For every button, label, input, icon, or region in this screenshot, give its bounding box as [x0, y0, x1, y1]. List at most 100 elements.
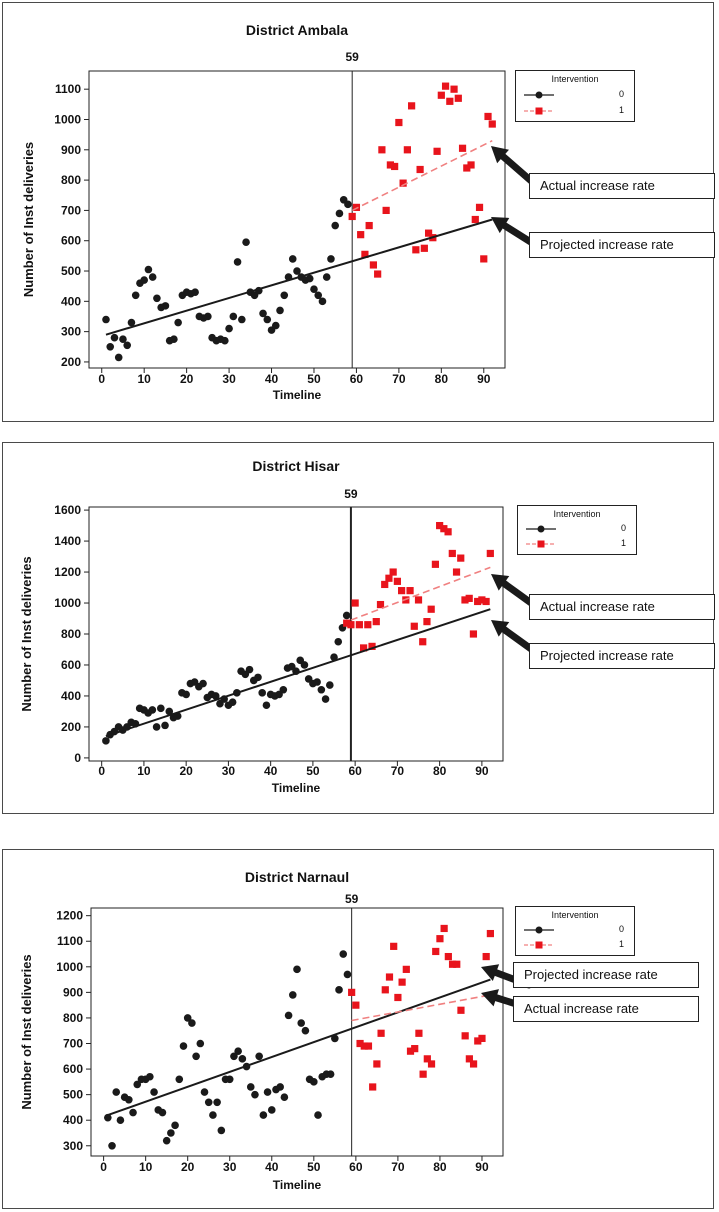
data-point-series-1: [389, 568, 397, 576]
data-point-series-0: [167, 1129, 175, 1137]
data-point-series-1: [461, 596, 469, 604]
x-tick-label: 0: [98, 764, 105, 778]
intervention-label: 59: [346, 50, 360, 64]
data-point-series-0: [331, 1034, 339, 1043]
x-tick-label: 20: [181, 1160, 195, 1174]
data-point-series-0: [255, 1052, 263, 1061]
projected-trend-line: [350, 566, 491, 621]
data-point-series-1: [478, 596, 486, 604]
data-point-series-1: [391, 162, 399, 171]
data-point-series-0: [245, 665, 254, 674]
chart-svg-narnaul: District Narnaul300400500600700800900100…: [19, 869, 533, 1192]
y-tick-label: 1600: [54, 503, 81, 517]
data-point-series-1: [408, 102, 416, 110]
data-point-series-1: [420, 244, 428, 252]
data-point-series-1: [402, 965, 410, 973]
y-tick-label: 200: [61, 355, 81, 369]
y-tick-label: 1100: [55, 82, 81, 96]
data-point-series-1: [352, 1001, 360, 1009]
x-tick-label: 40: [265, 372, 279, 386]
data-point-series-1: [431, 560, 440, 568]
y-tick-label: 900: [61, 143, 81, 157]
fit-trend-line: [105, 608, 491, 738]
data-point-series-1: [348, 988, 356, 996]
fit-trend-line: [107, 978, 491, 1117]
data-point-series-1: [382, 206, 390, 215]
data-point-series-1: [482, 597, 490, 606]
data-point-series-0: [173, 712, 182, 720]
data-point-series-1: [436, 935, 444, 943]
plot-area: [88, 70, 506, 369]
data-point-series-0: [305, 274, 314, 283]
data-point-series-0: [161, 302, 170, 310]
x-tick-label: 50: [307, 1160, 321, 1174]
data-point-series-0: [200, 1088, 209, 1096]
data-point-series-1: [381, 580, 389, 589]
data-point-series-1: [368, 642, 376, 650]
data-point-series-0: [148, 706, 157, 714]
callout-actual-rate: Actual increase rate: [529, 173, 715, 199]
data-point-series-0: [174, 318, 182, 327]
data-point-series-1: [484, 112, 492, 121]
data-point-series-1: [374, 270, 382, 278]
data-point-series-0: [123, 341, 132, 350]
legend-hisar: Intervention 0 1: [517, 505, 637, 555]
callout-projected-rate: Projected increase rate: [513, 962, 699, 988]
data-point-series-1: [410, 622, 418, 630]
legend-label-0: 0: [620, 523, 626, 533]
callout-arrow-head: [481, 989, 499, 1007]
data-point-series-1: [474, 597, 482, 606]
plot-area: [88, 506, 504, 762]
data-point-series-0: [326, 1070, 335, 1078]
data-point-series-0: [131, 291, 140, 300]
chart-panel-hisar: District Hisar 0 200 400 600 800 1000 1200 1400 1…: [2, 442, 715, 814]
y-tick-label: 700: [63, 1037, 83, 1051]
data-point-series-0: [335, 986, 343, 994]
data-point-series-0: [225, 324, 233, 333]
data-point-series-1: [424, 229, 433, 237]
data-point-series-1: [365, 221, 373, 230]
x-axis-label: Timeline: [272, 781, 321, 795]
legend-marker-circle: [524, 91, 554, 99]
data-point-series-1: [361, 250, 369, 258]
data-point-series-0: [106, 342, 115, 351]
data-point-series-0: [230, 1052, 238, 1061]
data-point-series-0: [330, 653, 338, 662]
callout-actual-rate: Actual increase rate: [529, 594, 715, 620]
data-point-series-0: [108, 1141, 116, 1150]
data-point-series-0: [234, 1047, 242, 1055]
legend-marker-circle: [526, 525, 556, 533]
data-point-series-0: [300, 661, 309, 669]
data-point-series-0: [153, 294, 161, 303]
data-point-series-0: [263, 315, 272, 324]
legend-narnaul: Intervention 0 1: [515, 906, 635, 956]
data-point-series-0: [102, 315, 110, 324]
data-point-series-0: [288, 991, 297, 999]
data-point-series-1: [364, 1042, 373, 1050]
data-point-series-0: [310, 285, 318, 294]
data-point-series-0: [279, 685, 288, 694]
y-tick-label: 800: [61, 173, 81, 187]
projected-trend-line: [351, 139, 493, 212]
data-point-series-0: [280, 291, 289, 300]
data-point-series-1: [463, 164, 471, 172]
data-point-series-0: [209, 1111, 217, 1119]
data-point-series-0: [144, 265, 153, 274]
x-tick-label: 80: [433, 1160, 447, 1174]
legend-marker-square: [524, 107, 554, 115]
data-point-series-0: [293, 267, 301, 275]
data-point-series-1: [414, 596, 423, 604]
data-point-series-1: [469, 630, 478, 638]
data-point-series-1: [465, 594, 473, 602]
data-point-series-0: [125, 1095, 133, 1104]
fit-trend-line: [105, 218, 493, 336]
y-tick-label: 500: [63, 1088, 83, 1102]
data-point-series-0: [322, 273, 331, 281]
x-tick-label: 90: [475, 1160, 489, 1174]
x-tick-label: 40: [265, 1160, 279, 1174]
data-point-series-1: [359, 644, 368, 652]
data-point-series-1: [416, 165, 424, 174]
y-tick-label: 400: [61, 689, 81, 703]
data-point-series-1: [395, 118, 403, 127]
callout-arrow-head: [491, 217, 510, 234]
